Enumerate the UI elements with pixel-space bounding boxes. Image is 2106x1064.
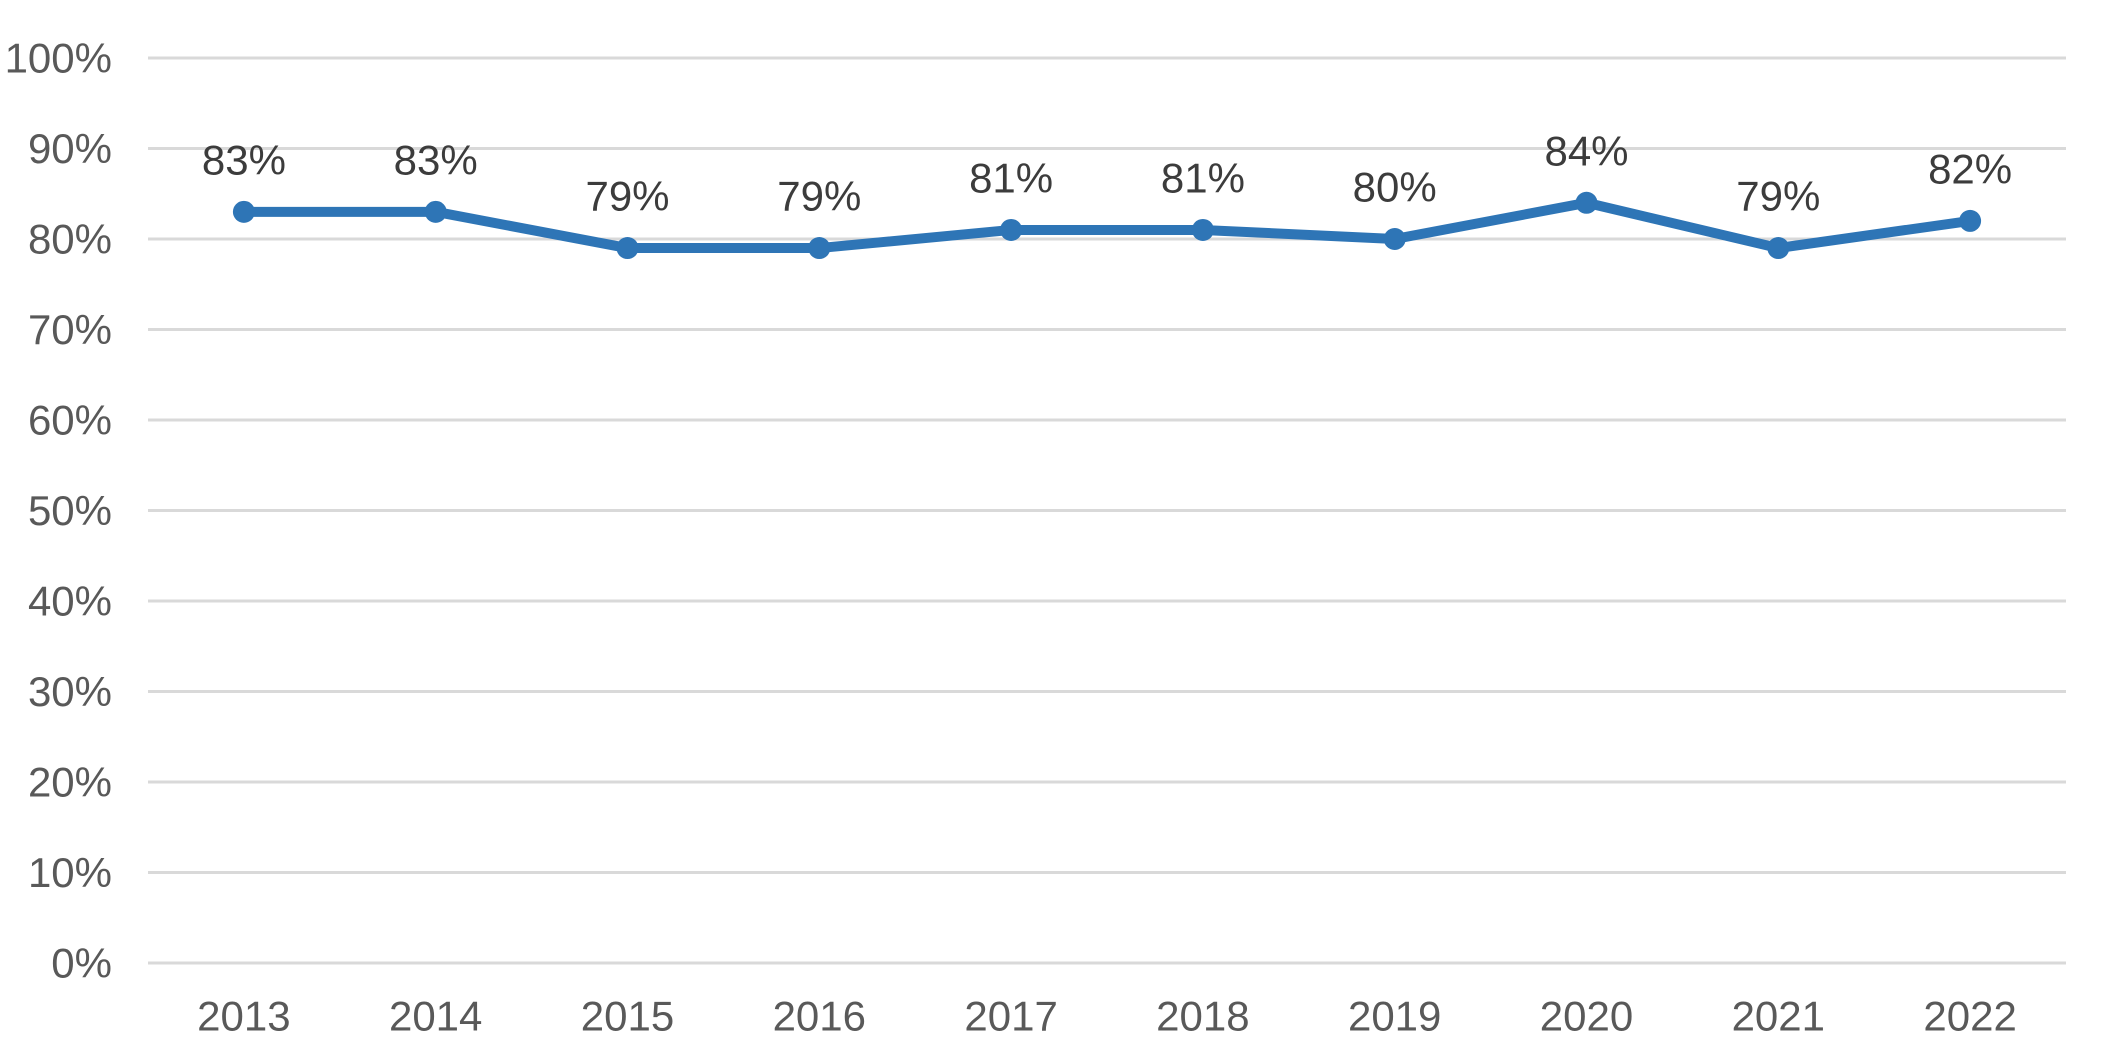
data-label: 83% (394, 136, 478, 183)
data-label: 83% (202, 136, 286, 183)
y-axis-tick-label: 40% (28, 578, 112, 625)
data-point-marker (424, 200, 447, 223)
x-axis-tick-label: 2022 (1923, 993, 2016, 1040)
y-axis-tick-label: 30% (28, 668, 112, 715)
data-point-marker (232, 200, 255, 223)
x-axis-tick-label: 2018 (1156, 993, 1249, 1040)
data-point-marker (616, 237, 639, 260)
x-axis-tick-label: 2021 (1732, 993, 1825, 1040)
x-axis-tick-label: 2013 (197, 993, 290, 1040)
x-axis-tick-label: 2014 (389, 993, 482, 1040)
series-line (238, 197, 1976, 254)
x-axis-tick-label: 2017 (964, 993, 1057, 1040)
x-axis-tick-label: 2016 (773, 993, 866, 1040)
data-point-marker (1575, 191, 1598, 214)
data-label: 79% (777, 173, 861, 220)
data-point-marker (1000, 218, 1023, 241)
y-axis-tick-label: 60% (28, 397, 112, 444)
data-label: 81% (969, 154, 1053, 201)
data-label: 84% (1544, 127, 1628, 174)
data-point-marker (808, 237, 831, 260)
data-label: 81% (1161, 154, 1245, 201)
y-axis-tick-label: 50% (28, 487, 112, 534)
data-label: 82% (1928, 145, 2012, 192)
y-axis-tick-label: 20% (28, 759, 112, 806)
data-point-marker (1767, 237, 1790, 260)
y-axis-tick-label: 0% (51, 940, 112, 987)
y-axis-tick-label: 90% (28, 125, 112, 172)
data-point-marker (1191, 218, 1214, 241)
y-axis-tick-label: 80% (28, 216, 112, 263)
x-axis-tick-label: 2019 (1348, 993, 1441, 1040)
y-axis-tick-label: 100% (5, 35, 112, 82)
y-axis-tick-label: 70% (28, 306, 112, 353)
data-point-marker (1959, 209, 1982, 232)
x-axis-tick-label: 2015 (581, 993, 674, 1040)
x-axis-tick-label: 2020 (1540, 993, 1633, 1040)
data-label: 80% (1353, 164, 1437, 211)
data-label: 79% (585, 173, 669, 220)
data-point-marker (1383, 228, 1406, 250)
data-label: 79% (1736, 173, 1820, 220)
y-axis-tick-label: 10% (28, 849, 112, 896)
